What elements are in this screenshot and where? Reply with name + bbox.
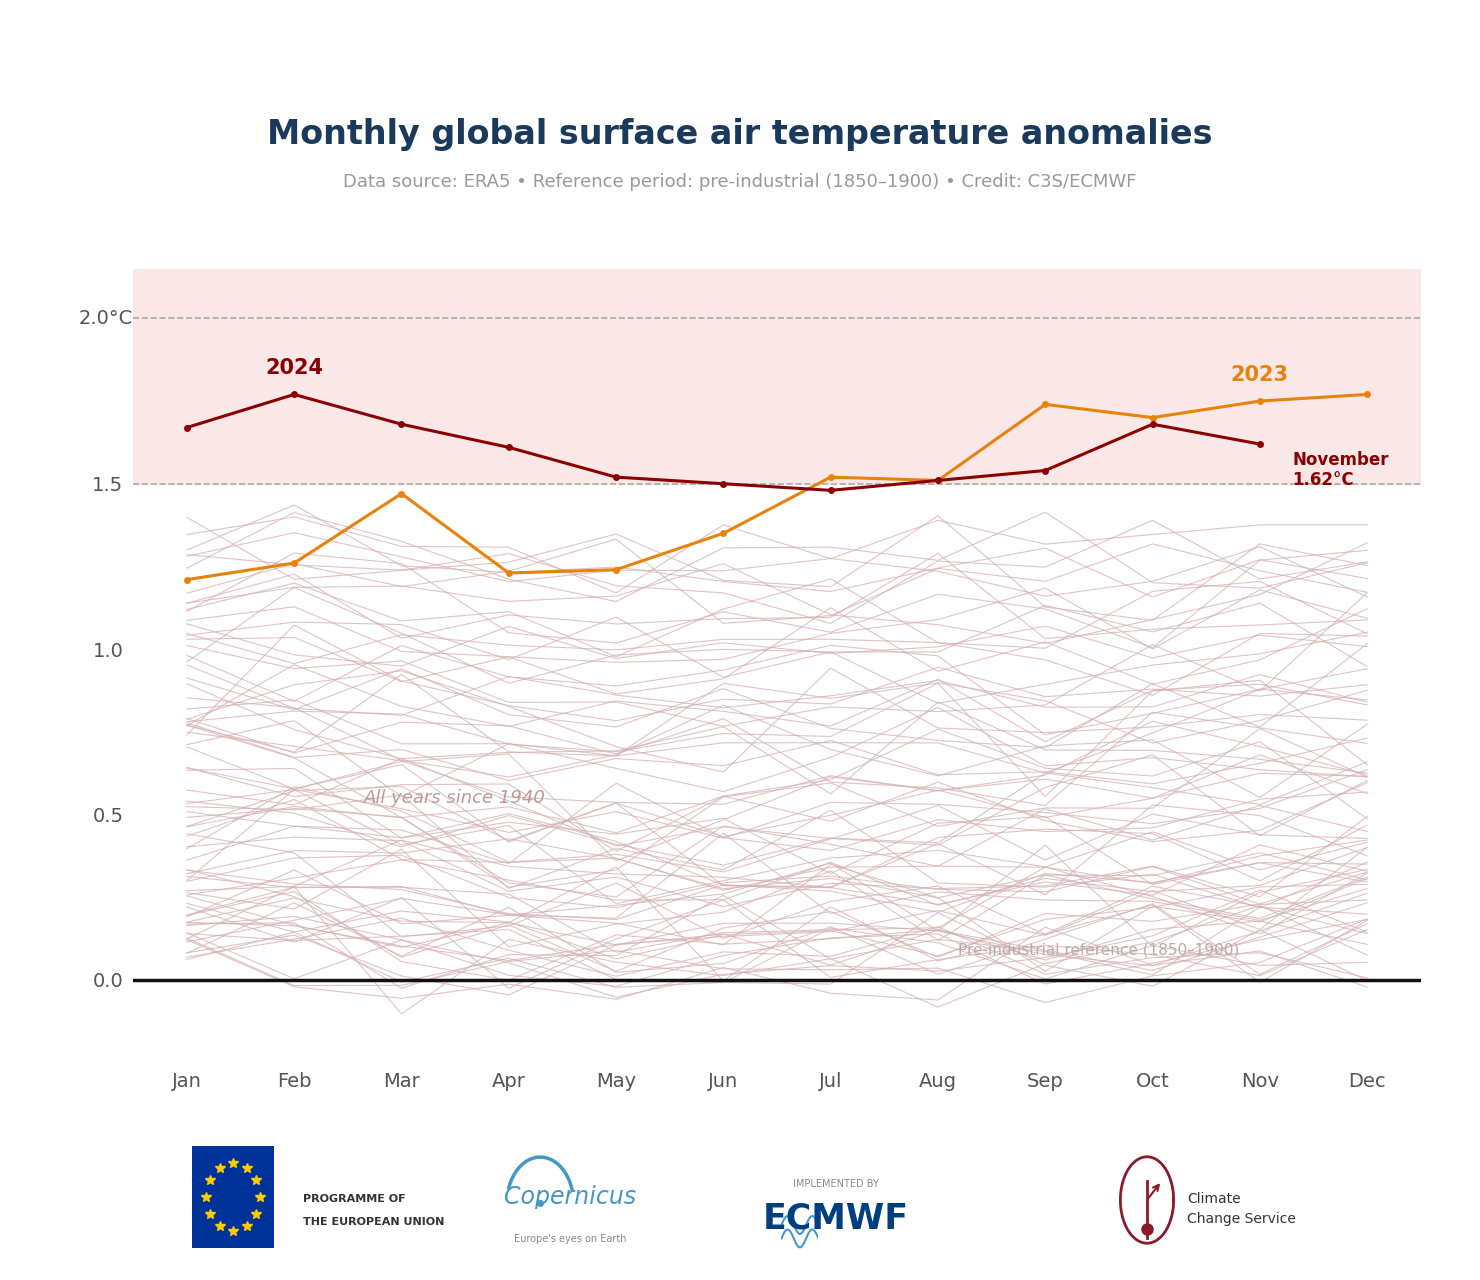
- Text: Change Service: Change Service: [1187, 1212, 1296, 1225]
- Bar: [133, 154, 1421, 484]
- Text: ECMWF: ECMWF: [764, 1202, 909, 1235]
- Text: 2023: 2023: [1231, 365, 1289, 384]
- Text: Monthly global surface air temperature anomalies: Monthly global surface air temperature a…: [268, 118, 1212, 151]
- Text: 1.62°C: 1.62°C: [1292, 471, 1354, 489]
- Text: All years since 1940: All years since 1940: [364, 788, 546, 806]
- Text: Pre-industrial reference (1850–1900): Pre-industrial reference (1850–1900): [958, 942, 1240, 957]
- Text: THE EUROPEAN UNION: THE EUROPEAN UNION: [303, 1217, 445, 1228]
- Text: IMPLEMENTED BY: IMPLEMENTED BY: [793, 1179, 879, 1189]
- Text: November: November: [1292, 451, 1388, 468]
- Text: Copernicus: Copernicus: [503, 1185, 636, 1208]
- Text: 2024: 2024: [265, 358, 323, 378]
- Text: Europe's eyes on Earth: Europe's eyes on Earth: [514, 1234, 626, 1244]
- Text: PROGRAMME OF: PROGRAMME OF: [303, 1194, 406, 1204]
- Text: 2.0°C: 2.0°C: [78, 308, 133, 328]
- Text: Data source: ERA5 • Reference period: pre-industrial (1850–1900) • Credit: C3S/E: Data source: ERA5 • Reference period: pr…: [343, 173, 1137, 191]
- Text: Climate: Climate: [1187, 1193, 1240, 1206]
